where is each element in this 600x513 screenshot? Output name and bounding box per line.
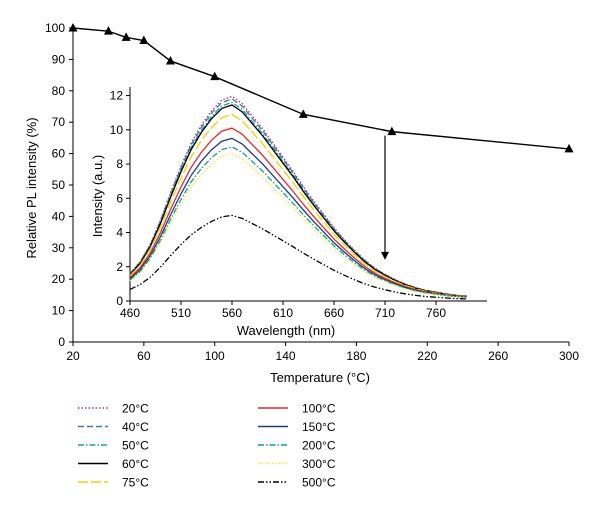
inset-y-tick-label: 0 bbox=[116, 294, 123, 308]
spectrum-line bbox=[129, 127, 467, 298]
legend: 20°C 40°C 50°C 60°C 75°C 100°C 150°C 200°C 300°C… bbox=[78, 402, 336, 490]
inset-series bbox=[129, 95, 467, 300]
spectrum-line bbox=[129, 104, 467, 297]
outer-x-tick-label: 100 bbox=[205, 349, 225, 363]
inset-x-tick-label: 460 bbox=[120, 306, 140, 320]
legend-item: 40°C bbox=[78, 420, 149, 434]
outer-x-axis-label: Temperature (°C) bbox=[270, 370, 370, 385]
outer-y-tick-label: 40 bbox=[52, 209, 66, 223]
legend-item: 300°C bbox=[258, 457, 336, 471]
inset-x-tick-label: 660 bbox=[324, 306, 344, 320]
triangle-marker bbox=[103, 26, 113, 35]
outer-y-tick-label: 90 bbox=[52, 52, 66, 66]
outer-ticks: 20 60 100 140 180 220 260 300010203040506070809… bbox=[45, 21, 579, 363]
legend-label: 150°C bbox=[302, 420, 336, 434]
legend-item: 200°C bbox=[258, 439, 336, 453]
legend-item: 150°C bbox=[258, 420, 336, 434]
inset-y-tick-label: 6 bbox=[116, 191, 123, 205]
outer-y-tick-label: 50 bbox=[52, 178, 66, 192]
legend-item: 20°C bbox=[78, 402, 149, 416]
arrow-annotation bbox=[381, 135, 389, 260]
outer-x-tick-label: 20 bbox=[66, 349, 80, 363]
triangle-marker bbox=[165, 55, 175, 65]
inset-x-tick-label: 710 bbox=[375, 306, 395, 320]
legend-label: 100°C bbox=[302, 402, 336, 416]
legend-label: 200°C bbox=[302, 439, 336, 453]
spectrum-line bbox=[129, 153, 467, 299]
inset-y-axis-label: Intensity (a.u.) bbox=[90, 155, 105, 237]
legend-label: 300°C bbox=[302, 457, 336, 471]
inset-x-tick-label: 610 bbox=[273, 306, 293, 320]
inset-x-tick-label: 510 bbox=[171, 306, 191, 320]
outer-y-tick-label: 0 bbox=[58, 335, 65, 349]
triangle-marker bbox=[387, 126, 397, 136]
triangle-marker bbox=[139, 35, 149, 45]
inset-x-tick-label: 760 bbox=[426, 306, 446, 320]
outer-x-tick-label: 300 bbox=[559, 349, 579, 363]
outer-series bbox=[68, 23, 574, 153]
triangle-marker bbox=[298, 109, 308, 118]
legend-label: 60°C bbox=[122, 457, 149, 471]
inset-y-tick-label: 12 bbox=[110, 89, 124, 103]
triangle-marker bbox=[564, 143, 574, 153]
inset-y-tick-label: 8 bbox=[116, 157, 123, 171]
outer-y-tick-label: 20 bbox=[52, 272, 66, 286]
outer-y-tick-label: 60 bbox=[52, 147, 66, 161]
legend-label: 75°C bbox=[122, 476, 149, 490]
outer-y-tick-label: 10 bbox=[52, 304, 66, 318]
outer-axes bbox=[72, 28, 569, 343]
arrow-head-icon bbox=[381, 251, 389, 260]
inset-ticks: 460 510 560 610 660 710 760 0 2 4 6 8 10 12 bbox=[110, 89, 447, 320]
triangle-marker bbox=[68, 23, 78, 32]
spectrum-line bbox=[129, 137, 467, 298]
spectrum-line bbox=[129, 214, 467, 300]
legend-item: 500°C bbox=[258, 476, 336, 490]
triangle-marker bbox=[210, 71, 220, 81]
legend-label: 40°C bbox=[122, 420, 149, 434]
outer-chart: 20 60 100 140 180 220 260 300010203040506070809… bbox=[24, 21, 579, 385]
spectrum-line bbox=[129, 113, 467, 298]
outer-x-tick-label: 60 bbox=[137, 349, 151, 363]
inset-axes bbox=[129, 87, 487, 302]
inset-y-tick-label: 4 bbox=[116, 226, 123, 240]
inset-x-tick-label: 560 bbox=[222, 306, 242, 320]
legend-item: 100°C bbox=[258, 402, 336, 416]
legend-label: 500°C bbox=[302, 476, 336, 490]
outer-x-tick-label: 220 bbox=[417, 349, 437, 363]
legend-item: 75°C bbox=[78, 476, 149, 490]
outer-y-tick-label: 30 bbox=[52, 241, 66, 255]
legend-label: 20°C bbox=[122, 402, 149, 416]
legend-item: 60°C bbox=[78, 457, 149, 471]
outer-x-tick-label: 260 bbox=[488, 349, 508, 363]
outer-y-tick-label: 100 bbox=[45, 21, 65, 35]
spectrum-line bbox=[129, 146, 467, 298]
outer-series-line bbox=[72, 27, 570, 150]
outer-x-tick-label: 180 bbox=[346, 349, 366, 363]
outer-y-axis-label: Relative PL intensity (%) bbox=[24, 117, 39, 258]
inset-chart: 460 510 560 610 660 710 760 0 2 4 6 8 10 12 Wavelengt… bbox=[90, 87, 487, 338]
outer-x-tick-label: 140 bbox=[276, 349, 296, 363]
outer-y-tick-label: 70 bbox=[52, 115, 66, 129]
legend-item: 50°C bbox=[78, 439, 149, 453]
triangle-marker bbox=[121, 32, 131, 41]
inset-y-tick-label: 2 bbox=[116, 260, 123, 274]
outer-y-tick-label: 80 bbox=[52, 84, 66, 98]
legend-label: 50°C bbox=[122, 439, 149, 453]
inset-x-axis-label: Wavelength (nm) bbox=[237, 323, 336, 338]
inset-y-tick-label: 10 bbox=[110, 123, 124, 137]
